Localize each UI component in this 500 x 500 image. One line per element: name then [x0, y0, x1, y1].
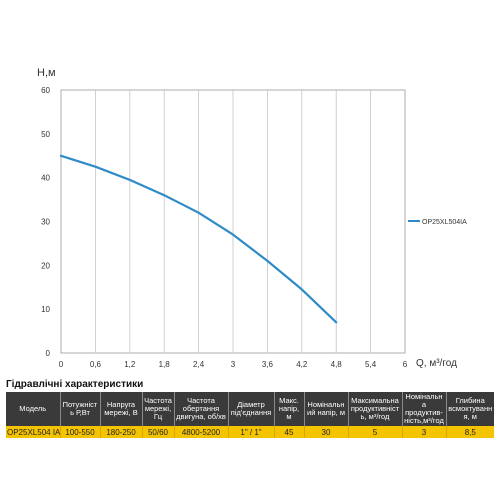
header-power: Потужність Р,Вт [60, 392, 101, 426]
y-tick-label: 50 [41, 130, 50, 139]
cell-frequency: 50/60 [142, 426, 175, 438]
header-frequency: Частота мережі, Гц [142, 392, 175, 426]
header-max-flow: Максимальна продуктивність, м³/год [348, 392, 403, 426]
cell-power: 100-550 [60, 426, 101, 438]
x-tick-label: 3 [231, 360, 236, 369]
header-suction-depth: Глибина всмоктування, м [446, 392, 494, 426]
cell-suction-depth: 8,5 [446, 426, 494, 438]
header-model: Модель [6, 392, 61, 426]
y-tick-label: 60 [41, 86, 50, 95]
header-connection-diameter: Діаметр під'єднання [228, 392, 275, 426]
table-header-row: Модель Потужність Р,Вт Напруга мережі, В… [6, 392, 494, 426]
header-rpm: Частота обертання двигуна, об/хв [174, 392, 229, 426]
cell-model: OP25XL504 IA [6, 426, 61, 438]
header-max-head: Макс. напір, м [274, 392, 305, 426]
y-tick-label: 0 [46, 349, 51, 358]
cell-nominal-head: 30 [304, 426, 349, 438]
y-axis-ticks: 0 10 20 30 40 50 60 [41, 86, 50, 358]
cell-max-head: 45 [274, 426, 305, 438]
y-tick-label: 40 [41, 174, 50, 183]
cell-max-flow: 5 [348, 426, 403, 438]
series-layer [59, 154, 338, 324]
table-row: OP25XL504 IA 100-550 180-250 50/60 4800-… [6, 426, 494, 438]
y-axis-label: H,м [37, 67, 56, 79]
x-tick-label: 2,4 [193, 360, 205, 369]
gridlines [95, 90, 372, 353]
x-tick-label: 4,8 [331, 360, 343, 369]
series-line [59, 154, 338, 324]
specs-table: Модель Потужність Р,Вт Напруга мережі, В… [6, 392, 494, 438]
y-tick-label: 30 [41, 218, 50, 227]
header-nominal-flow: Номінальна продуктив-ність,м³/год [402, 392, 447, 426]
x-tick-label: 0,6 [90, 360, 102, 369]
y-tick-label: 10 [41, 305, 50, 314]
y-tick-label: 20 [41, 261, 50, 270]
x-tick-label: 3,6 [262, 360, 274, 369]
x-axis-label: Q, м³/год [416, 358, 457, 369]
legend: OP25XL504IA [408, 219, 467, 226]
table-title: Гідравлічні характеристики [6, 379, 144, 390]
header-voltage: Напруга мережі, В [100, 392, 143, 426]
cell-nominal-flow: 3 [402, 426, 447, 438]
x-tick-label: 5,4 [365, 360, 377, 369]
x-axis-ticks: 0 0,6 1,2 1,8 2,4 3 3,6 4,2 4,8 5,4 6 [59, 360, 408, 369]
legend-label: OP25XL504IA [422, 219, 467, 226]
x-tick-label: 4,2 [296, 360, 308, 369]
x-tick-label: 1,2 [124, 360, 136, 369]
x-tick-label: 1,8 [159, 360, 171, 369]
x-tick-label: 6 [403, 360, 408, 369]
pump-performance-chart: 0 10 20 30 40 50 60 0 0,6 1,2 1,8 2,4 3 3,6 4,2 4,8 5,4… [37, 67, 467, 369]
header-nominal-head: Номінальний напір, м [304, 392, 349, 426]
cell-voltage: 180-250 [100, 426, 143, 438]
cell-rpm: 4800-5200 [174, 426, 229, 438]
cell-connection-diameter: 1" / 1" [228, 426, 275, 438]
x-tick-label: 0 [59, 360, 64, 369]
